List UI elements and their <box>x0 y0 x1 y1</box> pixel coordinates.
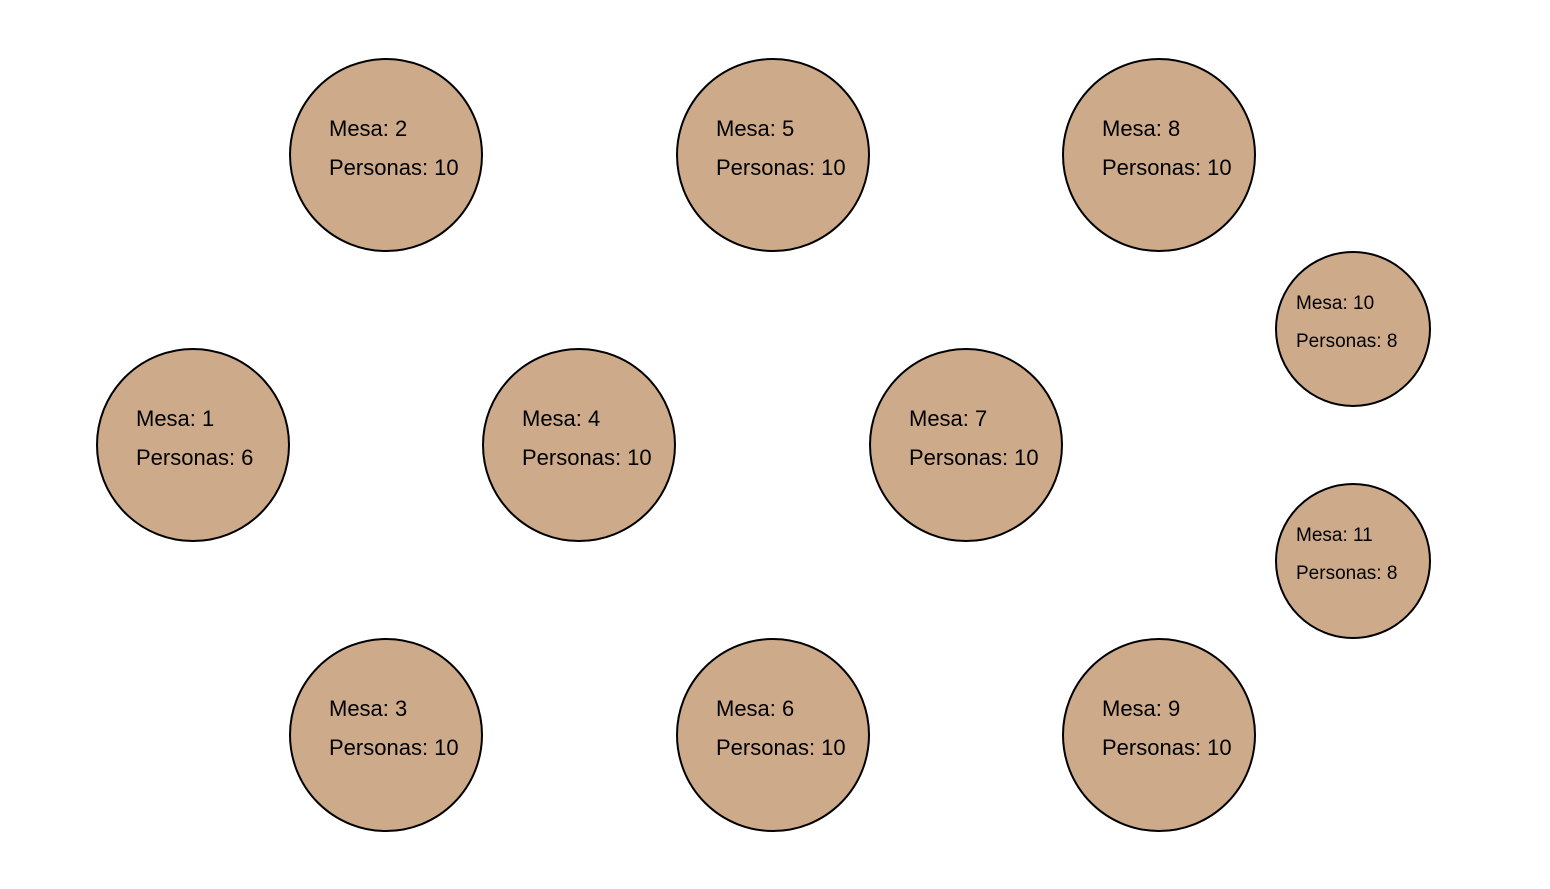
table-number-label: Mesa: 9 <box>1102 696 1181 721</box>
table-8[interactable]: Mesa: 8 Personas: 10 <box>1062 58 1256 252</box>
table-number-label: Mesa: 6 <box>716 696 795 721</box>
table-capacity-label: Personas: 10 <box>329 155 459 180</box>
table-capacity-label: Personas: 10 <box>909 445 1039 470</box>
table-9[interactable]: Mesa: 9 Personas: 10 <box>1062 638 1256 832</box>
table-number-label: Mesa: 5 <box>716 116 795 141</box>
table-capacity-label: Personas: 6 <box>136 445 254 470</box>
table-capacity-label: Personas: 10 <box>716 735 846 760</box>
table-number-label: Mesa: 8 <box>1102 116 1181 141</box>
table-number-label: Mesa: 1 <box>136 406 215 431</box>
table-10[interactable]: Mesa: 10 Personas: 8 <box>1275 251 1431 407</box>
table-capacity-label: Personas: 10 <box>329 735 459 760</box>
table-4[interactable]: Mesa: 4 Personas: 10 <box>482 348 676 542</box>
table-11[interactable]: Mesa: 11 Personas: 8 <box>1275 483 1431 639</box>
table-capacity-label: Personas: 10 <box>1102 155 1232 180</box>
table-capacity-label: Personas: 10 <box>716 155 846 180</box>
table-5[interactable]: Mesa: 5 Personas: 10 <box>676 58 870 252</box>
table-2[interactable]: Mesa: 2 Personas: 10 <box>289 58 483 252</box>
table-number-label: Mesa: 4 <box>522 406 601 431</box>
table-number-label: Mesa: 7 <box>909 406 988 431</box>
table-1[interactable]: Mesa: 1 Personas: 6 <box>96 348 290 542</box>
table-capacity-label: Personas: 8 <box>1296 563 1398 584</box>
table-number-label: Mesa: 11 <box>1296 525 1373 546</box>
table-6[interactable]: Mesa: 6 Personas: 10 <box>676 638 870 832</box>
table-7[interactable]: Mesa: 7 Personas: 10 <box>869 348 1063 542</box>
table-capacity-label: Personas: 10 <box>522 445 652 470</box>
table-3[interactable]: Mesa: 3 Personas: 10 <box>289 638 483 832</box>
table-capacity-label: Personas: 10 <box>1102 735 1232 760</box>
table-capacity-label: Personas: 8 <box>1296 331 1398 352</box>
table-number-label: Mesa: 10 <box>1296 293 1375 314</box>
table-number-label: Mesa: 2 <box>329 116 408 141</box>
table-number-label: Mesa: 3 <box>329 696 408 721</box>
